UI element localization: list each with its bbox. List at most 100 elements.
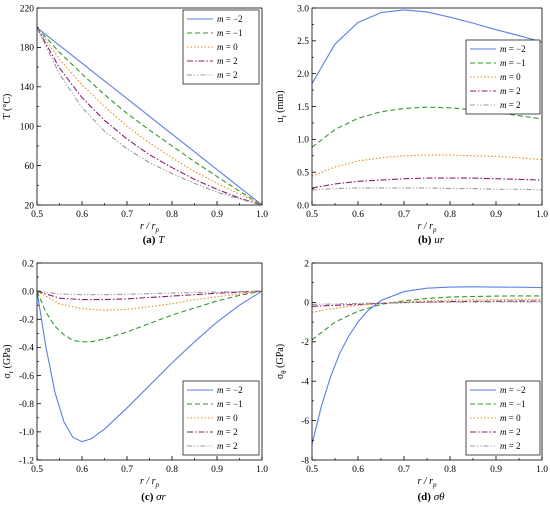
series-line-3 — [37, 27, 262, 205]
y-tick-label: 0.5 — [297, 168, 309, 178]
x-axis-label: r / rp — [140, 221, 160, 234]
x-tick-label: 0.6 — [76, 210, 88, 220]
x-axis-label: r / rp — [140, 476, 160, 489]
legend-entry-label: m = 0 — [500, 72, 521, 82]
y-tick-label: 0 — [304, 299, 309, 309]
y-axis-label: ur (mm) — [275, 90, 288, 122]
x-tick-label: 0.5 — [306, 465, 318, 475]
panel-c: 0.5 0.6 0.7 0.8 0.9 1.0 -1.2 -1.0 -0.8 -0.6 -0.4 -0… — [2, 259, 268, 503]
x-tick-label: 0.8 — [166, 465, 178, 475]
y-tick-label: 0.0 — [297, 201, 309, 211]
y-tick-label: -8 — [301, 456, 309, 466]
legend-entry-label: m = −2 — [217, 14, 243, 24]
legend-entry-label: m = 2 — [500, 100, 521, 110]
x-tick-label: 0.6 — [76, 465, 88, 475]
x-tick-label: 1.0 — [536, 210, 548, 220]
x-axis-label: r / rp — [417, 221, 437, 234]
legend-entry-label: m = −2 — [500, 385, 526, 395]
y-tick-label: 140 — [20, 83, 35, 93]
panel-caption: (d) σθ — [417, 491, 445, 503]
legend-entry-label: m = 2 — [217, 441, 238, 451]
x-tick-label: 1.0 — [256, 210, 268, 220]
legend-entry-label: m = 0 — [217, 42, 238, 52]
series-line-3 — [37, 290, 262, 301]
legend-entry-label: m = 2 — [217, 427, 238, 437]
x-tick-label: 0.7 — [121, 465, 133, 475]
panel-caption: (b) ur — [418, 234, 445, 246]
y-tick-label: -1.2 — [19, 456, 34, 466]
panel-b: 0.5 0.6 0.7 0.8 0.9 1.00.00.51.01.52.02.53.0r… — [275, 4, 548, 246]
y-tick-label: 1.5 — [297, 103, 309, 113]
legend-entry-label: m = 2 — [500, 441, 521, 451]
legend-entry-label: m = −1 — [500, 399, 526, 409]
panel-d: 0.5 0.6 0.7 0.8 0.9 1.0 -8 -6 -4 -2 0 2 r / rp σθ (GP… — [275, 259, 548, 503]
y-axis-label: T (°C) — [2, 94, 13, 120]
x-tick-label: 0.5 — [31, 210, 43, 220]
x-tick-label: 0.7 — [398, 210, 410, 220]
y-tick-label: -1.0 — [19, 428, 34, 438]
x-tick-label: 0.6 — [352, 465, 364, 475]
legend-box — [182, 380, 260, 456]
x-tick-label: 0.7 — [398, 465, 410, 475]
series-line-0 — [37, 290, 262, 443]
series-line-1 — [312, 295, 542, 341]
x-tick-label: 0.6 — [352, 210, 364, 220]
y-tick-label: -0.8 — [19, 400, 34, 410]
series-line-2 — [312, 298, 542, 313]
series-line-2 — [37, 27, 262, 205]
y-tick-label: -4 — [301, 378, 309, 388]
x-tick-label: 1.0 — [536, 465, 548, 475]
legend-entry-label: m = 2 — [500, 427, 521, 437]
legend-box — [182, 9, 260, 85]
legend-entry-label: m = −1 — [500, 58, 526, 68]
y-tick-label: 2.5 — [297, 37, 309, 47]
x-tick-label: 0.9 — [211, 465, 223, 475]
legend: m = −2 m = −1 m = 0 m = 2 m = 2 — [465, 380, 541, 456]
series-line-0 — [312, 9, 542, 84]
y-tick-label: -0.2 — [19, 316, 34, 326]
y-tick-label: 20 — [25, 201, 35, 211]
x-tick-label: 0.9 — [490, 210, 502, 220]
y-tick-label: 2.0 — [297, 70, 309, 80]
panel-caption: (a) T — [143, 234, 166, 246]
x-tick-label: 0.8 — [444, 210, 456, 220]
legend-entry-label: m = 0 — [217, 413, 238, 423]
x-axis-label: r / rp — [417, 476, 437, 489]
legend-entry-label: m = −1 — [217, 28, 243, 38]
legend-entry-label: m = −1 — [217, 399, 243, 409]
series-line-3 — [312, 177, 542, 189]
series-line-4 — [37, 27, 262, 205]
legend: m = −2 m = −1 m = 0 m = 2 m = 2 — [465, 39, 541, 115]
x-tick-label: 0.9 — [490, 465, 502, 475]
x-tick-label: 0.9 — [211, 210, 223, 220]
y-tick-label: -6 — [301, 417, 309, 427]
y-tick-label: 60 — [25, 162, 35, 172]
y-tick-label: 2 — [304, 259, 309, 269]
series-line-1 — [37, 27, 262, 205]
x-tick-label: 0.7 — [121, 210, 133, 220]
x-tick-label: 0.5 — [31, 465, 43, 475]
series-line-2 — [37, 290, 262, 311]
legend-entry-label: m = −2 — [217, 385, 243, 395]
legend-entry-label: m = 2 — [500, 86, 521, 96]
panel-a: 0.5 0.6 0.7 0.8 0.9 1.0 20 60 100 140 180 220 r / rp… — [2, 4, 268, 246]
y-axis-label: σθ (GPa) — [275, 344, 288, 379]
x-tick-label: 0.5 — [306, 210, 318, 220]
series-line-4 — [37, 290, 262, 296]
series-line-4 — [312, 301, 542, 305]
y-tick-label: 220 — [20, 4, 35, 14]
y-axis-label: σr (GPa) — [2, 344, 15, 378]
y-tick-label: -0.6 — [19, 372, 34, 382]
x-tick-label: 1.0 — [256, 465, 268, 475]
x-tick-label: 0.8 — [166, 210, 178, 220]
series-line-2 — [312, 154, 542, 177]
legend-entry-label: m = 2 — [217, 70, 238, 80]
legend: m = −2 m = −1 m = 0 m = 2 m = 2 — [182, 380, 260, 456]
y-tick-label: 3.0 — [297, 4, 309, 14]
y-tick-label: 180 — [20, 44, 35, 54]
series-line-0 — [312, 286, 542, 445]
series-line-4 — [312, 187, 542, 191]
legend-entry-label: m = 2 — [217, 56, 238, 66]
series-line-1 — [37, 290, 262, 343]
